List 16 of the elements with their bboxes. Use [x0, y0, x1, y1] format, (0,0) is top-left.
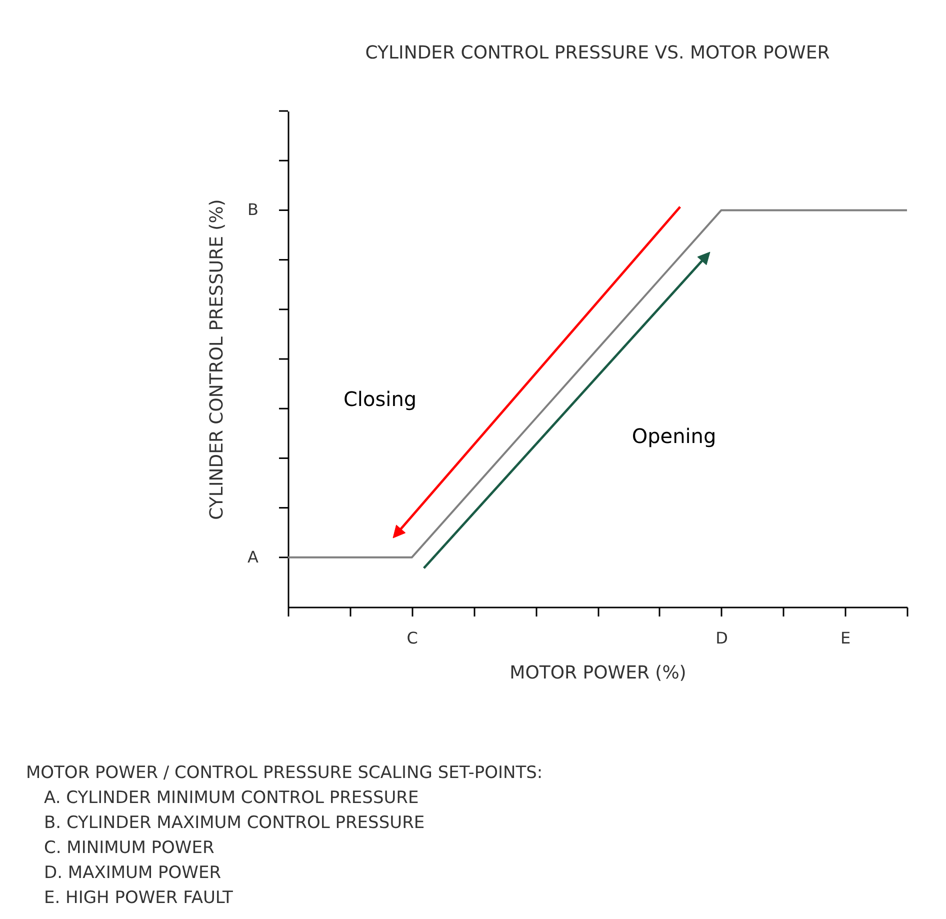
text: E. HIGH POWER FAULT: [44, 888, 234, 908]
annotation: Closing: [343, 387, 417, 411]
x-tick-label: E: [840, 628, 851, 648]
x-tick-label: C: [406, 628, 418, 648]
text: A. CYLINDER MINIMUM CONTROL PRESSURE: [44, 788, 419, 808]
text: A: [248, 547, 259, 566]
text: MOTOR POWER / CONTROL PRESSURE SCALING SET-POINTS:: [26, 763, 543, 783]
text: B: [248, 200, 258, 220]
text: C. MINIMUM POWER: [44, 838, 214, 858]
annotation: Opening: [632, 424, 716, 448]
y-axis-title: CYLINDER CONTROL PRESSURE (%): [206, 199, 228, 520]
chart-title: CYLINDER CONTROL PRESSURE VS. MOTOR POWER: [365, 42, 830, 64]
text: B. CYLINDER MAXIMUM CONTROL PRESSURE: [44, 813, 425, 833]
text: D. MAXIMUM POWER: [44, 863, 222, 883]
x-tick-label: D: [716, 628, 728, 648]
x-axis-title: MOTOR POWER (%): [510, 662, 686, 684]
